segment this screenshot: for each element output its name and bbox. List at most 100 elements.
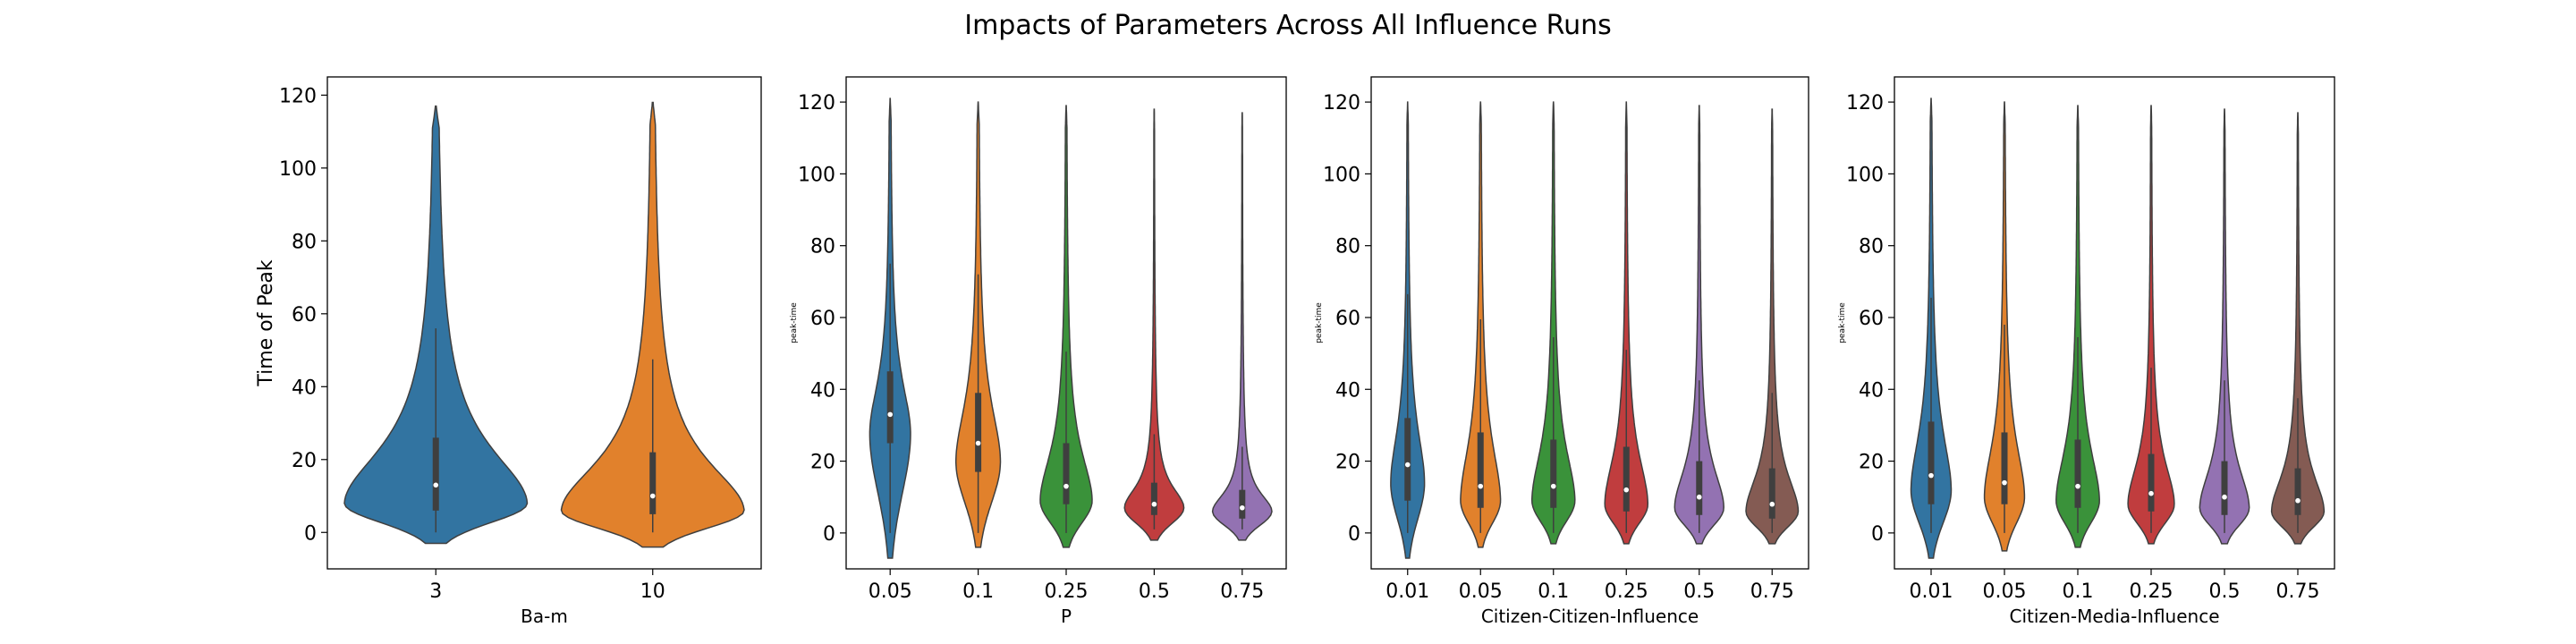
median-marker — [2295, 497, 2301, 504]
x-tick-label: 0.01 — [1385, 580, 1429, 603]
median-marker — [2075, 483, 2080, 489]
y-tick-label: 100 — [279, 158, 317, 181]
y-tick-label: 0 — [1348, 523, 1360, 546]
violin-0.25 — [1039, 105, 1093, 548]
subplot-2: 0 20 40 60 80 100 120 0.05 0.1 0.25 0.5 0.75 Ppeak-t… — [790, 76, 1287, 627]
y-tick-label: 20 — [1335, 452, 1360, 474]
median-marker — [649, 493, 656, 499]
axes-frame — [1370, 76, 1809, 570]
axes-frame — [1894, 76, 2335, 570]
x-axis-label: Citizen-Media-Influence — [2009, 606, 2219, 627]
y-tick-label: 40 — [1335, 379, 1360, 402]
y-tick-label: 120 — [1846, 92, 1884, 114]
iqr-box — [1623, 446, 1630, 512]
median-marker — [887, 411, 893, 418]
violin-0.1 — [1530, 101, 1576, 545]
x-tick-label: 0.05 — [869, 580, 912, 603]
violin-3 — [343, 105, 529, 545]
y-tick-label: 80 — [1335, 236, 1360, 258]
subplot-3: 0 20 40 60 80 100 120 0.01 0.05 0.1 0.25 0.5 0.75 Cit… — [1315, 76, 1809, 627]
y-tick-label: 0 — [823, 523, 835, 546]
y-tick-label: 20 — [1859, 452, 1884, 474]
iqr-box — [1928, 421, 1935, 504]
x-tick-label: 0.5 — [1683, 580, 1715, 603]
iqr-box — [2148, 453, 2155, 512]
x-tick-label: 10 — [640, 580, 665, 603]
y-axis-label: Time of Peak — [255, 259, 277, 387]
y-tick-label: 40 — [810, 379, 835, 402]
median-marker — [1769, 501, 1775, 507]
y-tick-label: 20 — [810, 452, 835, 474]
y-tick-label: 60 — [1335, 308, 1360, 330]
y-tick-label: 60 — [810, 308, 835, 330]
iqr-box — [1150, 482, 1157, 515]
iqr-box — [1696, 461, 1703, 515]
median-marker — [2002, 479, 2007, 486]
x-axis-label: Ba-m — [521, 606, 568, 627]
violin-0.25 — [1604, 101, 1649, 545]
violin-0.25 — [2127, 105, 2175, 545]
y-tick-label: 60 — [1859, 308, 1884, 330]
x-tick-label: 0.05 — [1459, 580, 1503, 603]
y-tick-label: 0 — [304, 522, 317, 545]
y-tick-label: 120 — [798, 92, 835, 114]
y-tick-label: 120 — [279, 85, 317, 107]
x-axis-label: P — [1061, 606, 1072, 627]
median-marker — [1928, 472, 1934, 479]
y-tick-label: 80 — [292, 231, 317, 253]
x-tick-label: 0.25 — [2130, 580, 2174, 603]
y-tick-label: 40 — [292, 377, 317, 399]
y-tick-label: 100 — [1323, 164, 1360, 186]
iqr-box — [1239, 489, 1246, 519]
iqr-box — [649, 452, 657, 514]
y-tick-label: 20 — [292, 450, 317, 472]
y-tick-label: 100 — [1846, 164, 1884, 186]
violin-0.75 — [1211, 112, 1273, 541]
x-axis-label: Citizen-Citizen-Influence — [1481, 606, 1699, 627]
iqr-box — [1477, 432, 1484, 508]
median-marker — [975, 440, 981, 446]
y-tick-label: 120 — [1323, 92, 1360, 114]
subplot-1: 0 20 40 60 80 100 120 3 10 Ba-m Time of Peak — [255, 76, 762, 627]
iqr-box — [1063, 443, 1070, 504]
violin-0.5 — [2199, 108, 2250, 545]
violin-0.75 — [2270, 112, 2326, 545]
x-tick-label: 0.05 — [1983, 580, 2027, 603]
median-marker — [1478, 483, 1484, 489]
x-tick-label: 0.1 — [2063, 580, 2094, 603]
median-marker — [433, 482, 439, 488]
median-marker — [1696, 494, 1702, 500]
x-tick-label: 0.5 — [2209, 580, 2241, 603]
y-tick-label: 80 — [1859, 236, 1884, 258]
iqr-box — [1550, 439, 1557, 508]
median-marker — [1623, 487, 1630, 493]
y-tick-label: 60 — [292, 304, 317, 326]
x-tick-label: 0.75 — [1750, 580, 1794, 603]
median-marker — [1240, 504, 1245, 511]
iqr-box — [2294, 468, 2301, 515]
panels: 0 20 40 60 80 100 120 3 10 Ba-m Time of Peak 0 20 40 6… — [255, 76, 2335, 627]
iqr-box — [886, 371, 894, 444]
x-tick-label: 0.75 — [1220, 580, 1264, 603]
x-tick-label: 0.75 — [2276, 580, 2320, 603]
median-marker — [2222, 494, 2227, 500]
y-tick-label: 80 — [810, 236, 835, 258]
subplot-4: 0 20 40 60 80 100 120 0.01 0.05 0.1 0.25 0.5 0.75 Cit… — [1838, 76, 2335, 627]
y-axis-label: peak-time — [1838, 302, 1847, 343]
y-tick-label: 100 — [798, 164, 835, 186]
x-tick-label: 0.1 — [962, 580, 994, 603]
y-axis-label: peak-time — [1315, 302, 1324, 343]
y-axis-label: peak-time — [790, 302, 799, 343]
iqr-box — [1404, 418, 1411, 501]
iqr-box — [2001, 432, 2008, 504]
median-marker — [1063, 483, 1069, 489]
iqr-box — [975, 393, 982, 472]
median-marker — [1550, 483, 1556, 489]
median-marker — [1404, 462, 1411, 468]
axes-frame — [845, 76, 1287, 570]
violin-10 — [560, 101, 745, 548]
x-tick-label: 0.5 — [1139, 580, 1170, 603]
axes-frame — [326, 76, 762, 570]
violin-0.5 — [1674, 105, 1724, 545]
